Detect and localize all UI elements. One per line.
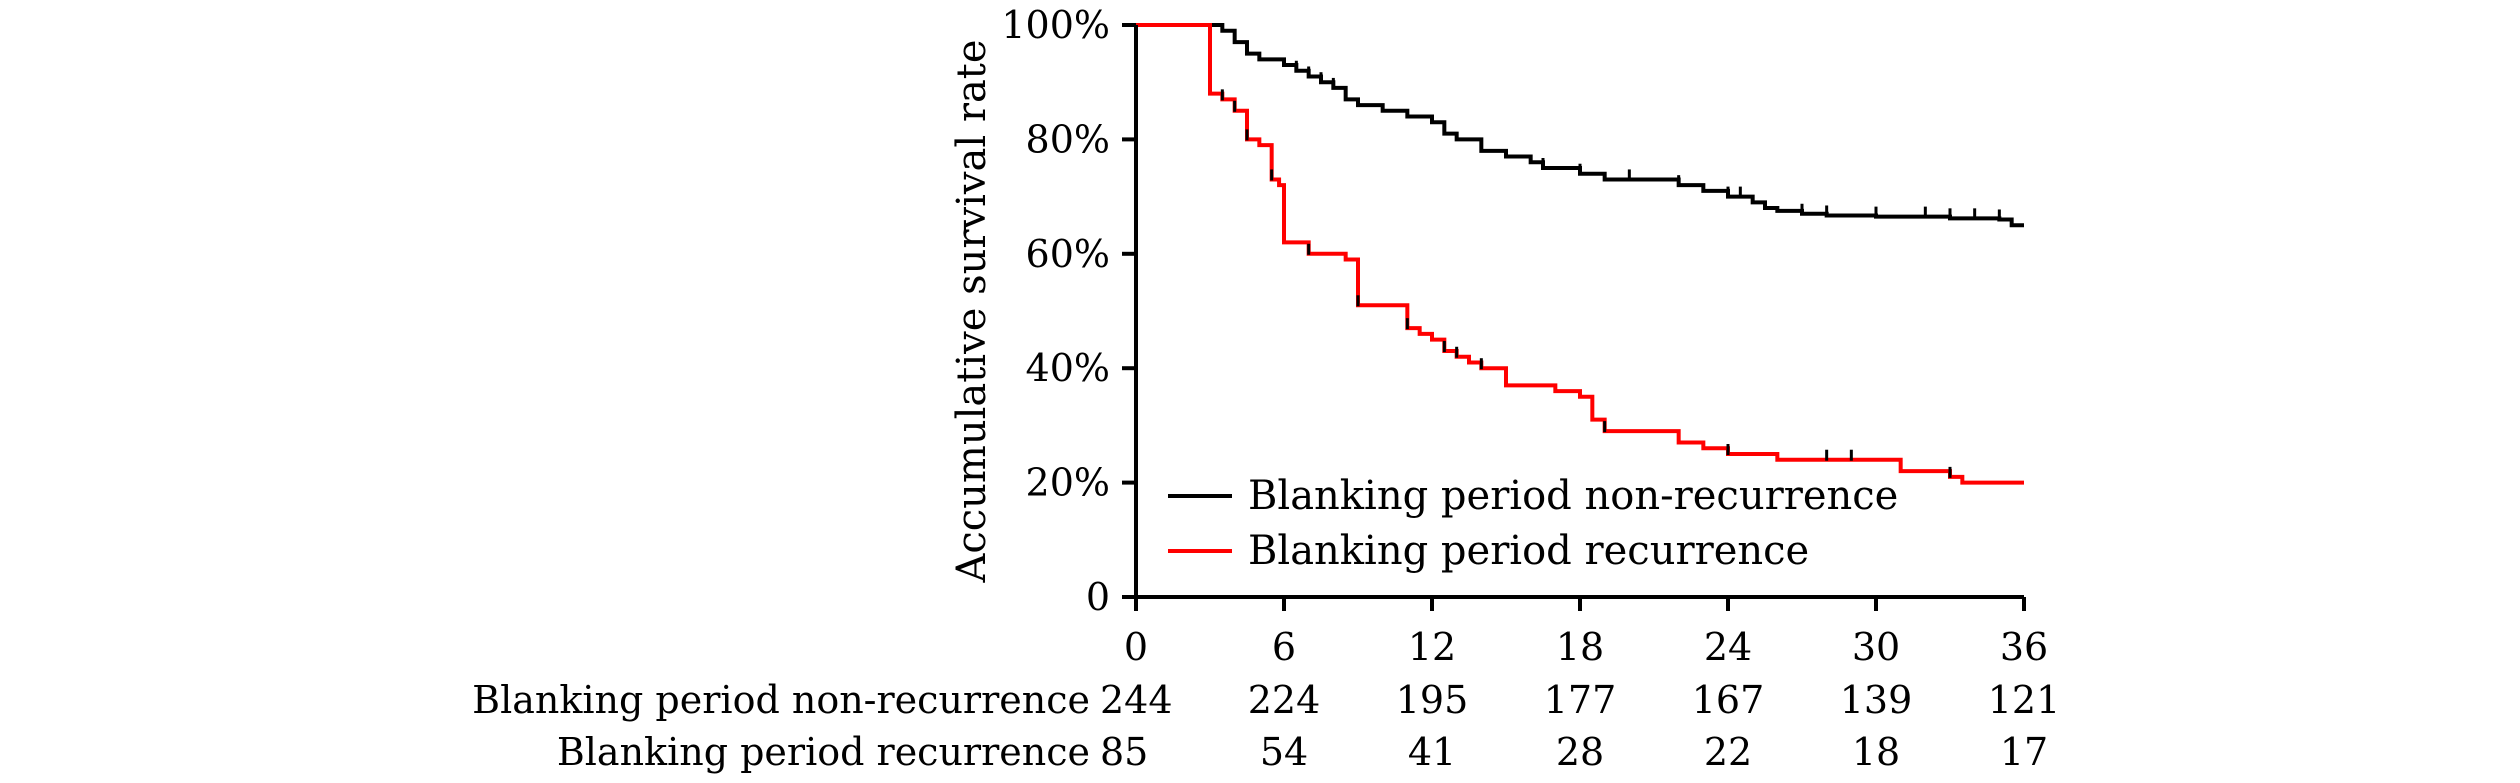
y-tick-label: 100% <box>1001 3 1110 47</box>
risk-value: 177 <box>1544 678 1617 722</box>
risk-value: 85 <box>1100 730 1148 774</box>
y-tick-label: 20% <box>1026 461 1110 505</box>
series-line-non-recurrence <box>1136 23 2024 228</box>
risk-value: 28 <box>1556 730 1604 774</box>
x-tick-label: 36 <box>2000 625 2048 669</box>
risk-value: 121 <box>1988 678 2061 722</box>
risk-value: 54 <box>1260 730 1308 774</box>
y-axis-title: Accumulative survival rate <box>949 39 995 583</box>
series-layer <box>1136 23 2024 485</box>
risk-value: 17 <box>2000 730 2048 774</box>
risk-values: 244 224 195 177 167 139 121 85 54 41 28 22 18 17 <box>1100 678 2060 774</box>
y-tick-label: 40% <box>1026 346 1110 390</box>
legend: Blanking period non-recurrence Blanking … <box>1168 473 1898 574</box>
x-tick-label: 24 <box>1704 625 1752 669</box>
x-tick-label: 12 <box>1408 625 1456 669</box>
y-tick-label: 0 <box>1086 575 1110 619</box>
y-ticks: 0 20% 40% 60% 80% 100% <box>1001 3 1136 619</box>
censor-layer <box>1220 60 2001 478</box>
risk-value: 244 <box>1100 678 1173 722</box>
risk-value: 139 <box>1840 678 1913 722</box>
risk-row-label-non-recurrence: Blanking period non-recurrence <box>472 678 1090 722</box>
risk-table: Blanking period non-recurrence Blanking … <box>472 678 2060 774</box>
series-line-recurrence <box>1136 23 2024 485</box>
legend-label-non-recurrence: Blanking period non-recurrence <box>1248 473 1898 519</box>
risk-row-label-recurrence: Blanking period recurrence <box>557 730 1090 774</box>
legend-label-recurrence: Blanking period recurrence <box>1248 528 1809 574</box>
risk-value: 167 <box>1692 678 1765 722</box>
risk-value: 195 <box>1396 678 1469 722</box>
y-tick-label: 60% <box>1026 232 1110 276</box>
x-ticks: 0 6 12 18 24 30 36 <box>1124 597 2048 669</box>
plot-area: 0 20% 40% 60% 80% 100% 0 6 12 18 24 30 36 Accumulat… <box>949 3 2048 669</box>
x-tick-label: 6 <box>1272 625 1296 669</box>
risk-value: 41 <box>1408 730 1456 774</box>
risk-value: 22 <box>1704 730 1752 774</box>
y-tick-label: 80% <box>1026 117 1110 161</box>
x-tick-label: 30 <box>1852 625 1900 669</box>
x-tick-label: 0 <box>1124 625 1148 669</box>
x-tick-label: 18 <box>1556 625 1604 669</box>
risk-value: 18 <box>1852 730 1900 774</box>
risk-value: 224 <box>1248 678 1321 722</box>
